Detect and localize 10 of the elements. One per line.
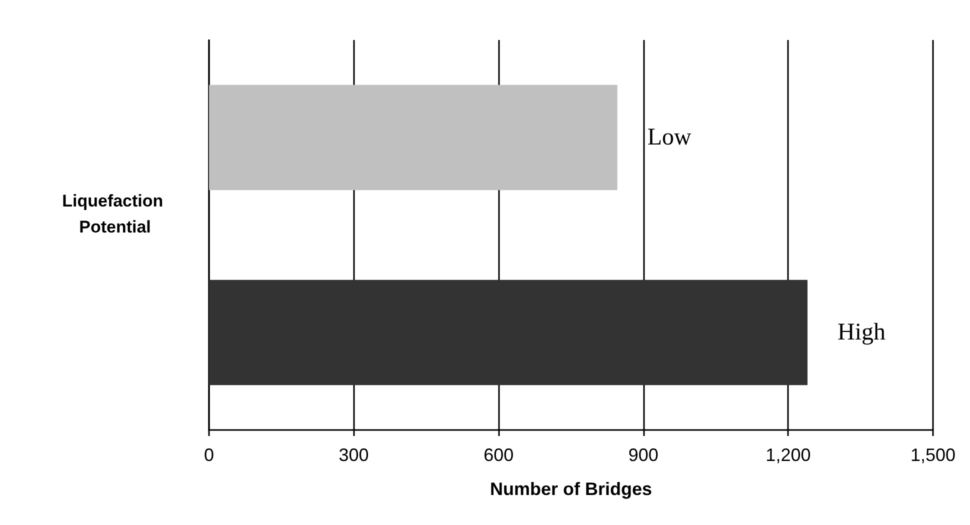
- y-tick-label: High: [838, 320, 886, 346]
- x-axis-title: Number of Bridges: [490, 479, 652, 499]
- y-axis-title: Liquefaction Potential: [62, 192, 168, 236]
- x-tick-label: 300: [338, 445, 369, 465]
- x-tick-label: 1,200: [766, 445, 811, 465]
- x-tick-label: 600: [484, 445, 514, 465]
- x-tick-label: 1,500: [910, 445, 956, 465]
- y-tick-label: Low: [647, 124, 692, 150]
- x-tick-label: 900: [628, 445, 658, 465]
- x-tick-label: 0: [204, 445, 214, 465]
